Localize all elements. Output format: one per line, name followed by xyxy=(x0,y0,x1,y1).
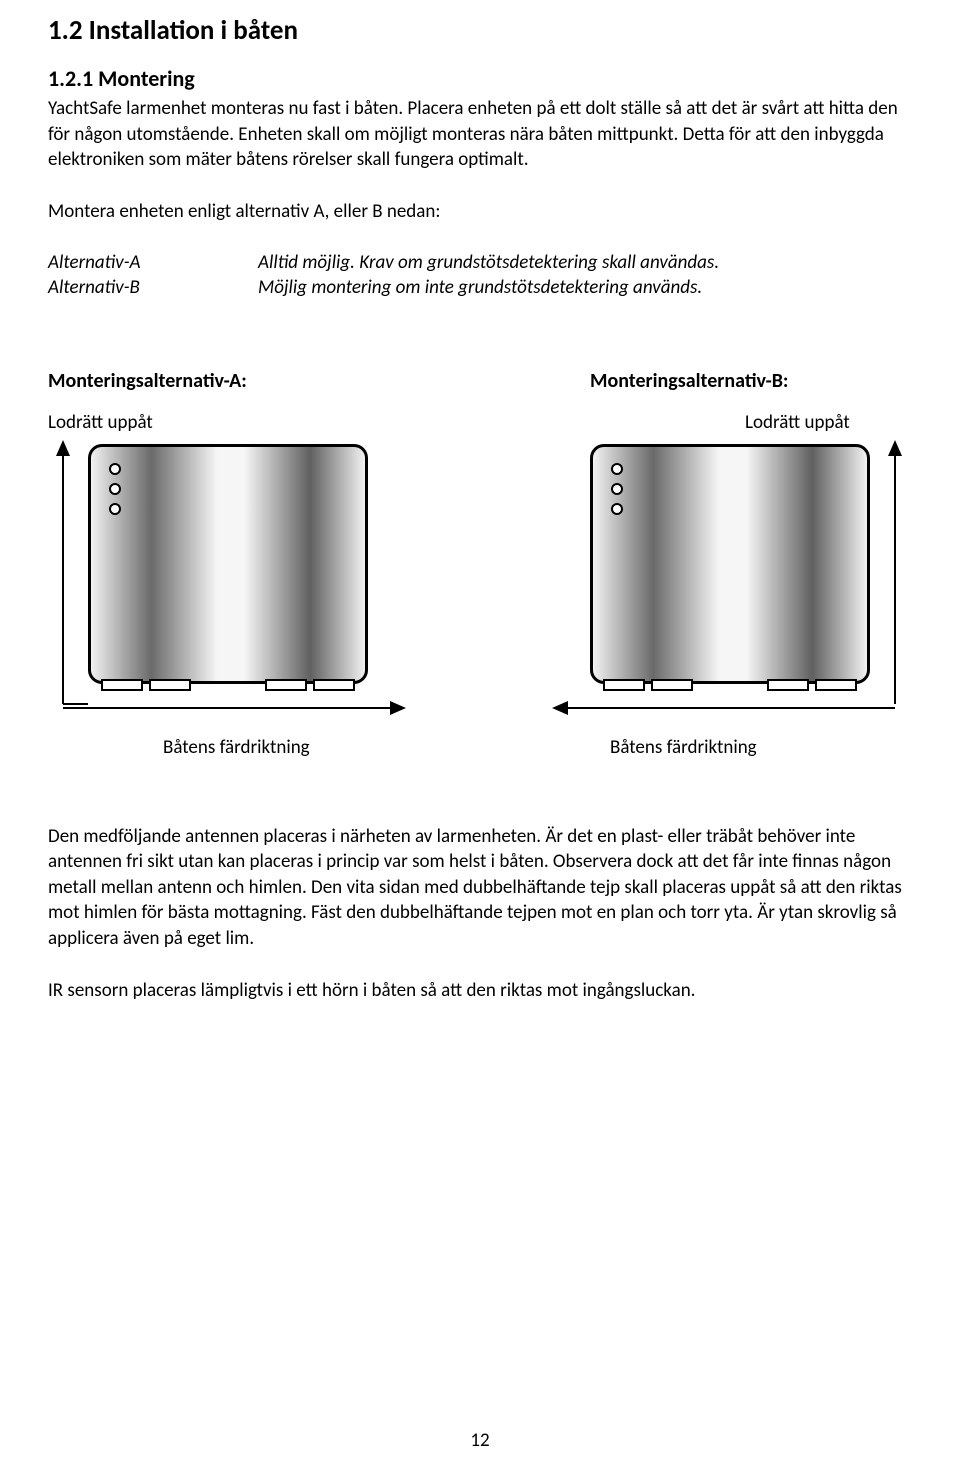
arrow-up-icon xyxy=(48,440,88,710)
device-foot xyxy=(651,679,693,691)
paragraph-ir-sensor: IR sensorn placeras lämpligtvis i ett hö… xyxy=(48,978,912,1004)
device-foot xyxy=(265,679,307,691)
mounting-diagrams: Monteringsalternativ-A: Lodrätt uppåt xyxy=(48,369,912,754)
alt-b-description: Möjlig montering om inte grundstötsdetek… xyxy=(258,276,912,299)
mount-alternative-b: Monteringsalternativ-B: Lodrätt uppåt xyxy=(500,369,912,754)
device-foot xyxy=(815,679,857,691)
paragraph-antenna: Den medföljande antennen placeras i närh… xyxy=(48,824,912,952)
mount-b-direction-label: Båtens färdriktning xyxy=(610,736,757,759)
alt-a-description: Alltid möjlig. Krav om grundstötsdetekte… xyxy=(258,251,912,274)
device-foot xyxy=(149,679,191,691)
led-icon xyxy=(611,503,623,515)
paragraph-intro: YachtSafe larmenhet monteras nu fast i b… xyxy=(48,96,912,173)
device-foot xyxy=(603,679,645,691)
led-icon xyxy=(611,463,623,475)
subsection-heading: 1.2.1 Montering xyxy=(48,65,912,92)
arrow-right-icon xyxy=(48,694,408,724)
mount-a-title: Monteringsalternativ-A: xyxy=(48,369,460,393)
led-icon xyxy=(109,483,121,495)
paragraph-instruction: Montera enheten enligt alternativ A, ell… xyxy=(48,199,912,225)
device-leds-b xyxy=(611,463,623,515)
section-heading: 1.2 Installation i båten xyxy=(48,14,912,47)
mount-b-upward-label: Lodrätt uppåt xyxy=(500,411,912,434)
device-foot xyxy=(101,679,143,691)
device-illustration-a xyxy=(88,444,368,684)
mount-b-title: Monteringsalternativ-B: xyxy=(500,369,912,393)
mount-a-upward-label: Lodrätt uppåt xyxy=(48,411,460,434)
led-icon xyxy=(109,463,121,475)
page-number: 12 xyxy=(0,1429,960,1452)
arrow-up-icon xyxy=(880,440,920,710)
led-icon xyxy=(109,503,121,515)
device-foot xyxy=(767,679,809,691)
device-illustration-b xyxy=(590,444,870,684)
alt-b-label: Alternativ-B xyxy=(48,276,258,299)
arrow-left-icon xyxy=(550,694,950,724)
alt-a-label: Alternativ-A xyxy=(48,251,258,274)
mount-alternative-a: Monteringsalternativ-A: Lodrätt uppåt xyxy=(48,369,460,754)
device-leds-a xyxy=(109,463,121,515)
mount-a-direction-label: Båtens färdriktning xyxy=(163,736,310,759)
led-icon xyxy=(611,483,623,495)
device-foot xyxy=(313,679,355,691)
alternatives-table: Alternativ-A Alltid möjlig. Krav om grun… xyxy=(48,251,912,299)
